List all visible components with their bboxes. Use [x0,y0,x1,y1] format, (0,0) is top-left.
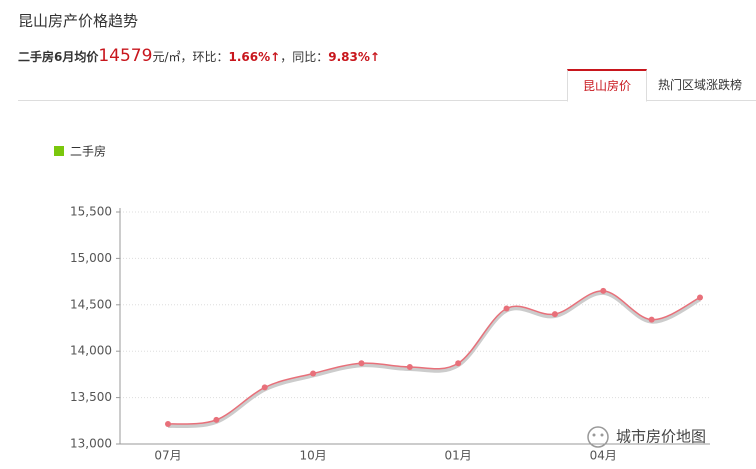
summary-mom-label: ，环比： [180,50,229,64]
point [455,360,462,367]
point [310,370,317,377]
line-shadow [167,290,701,429]
point [406,363,413,370]
y-tick-label: 15,500 [70,205,112,219]
divider [18,100,756,101]
summary-yoy-label: ，同比： [280,50,329,64]
tab[interactable]: 昆山房价 [567,69,647,102]
point [600,287,607,294]
watermark: 城市房价地图 [587,426,706,448]
x-tick-label: 04月 [590,449,617,463]
watermark-text: 城市房价地图 [616,428,706,446]
summary-label: 二手房6月均价 [18,50,99,64]
summary: 二手房6月均价14579元/㎡，环比：1.66%↑，同比：9.83%↑ [18,46,380,66]
line [167,290,701,425]
point [503,305,510,312]
legend-swatch [54,146,64,156]
legend-label[interactable]: 二手房 [70,144,106,159]
summary-mom: 1.66%↑ [228,50,281,64]
x-tick-label: 01月 [445,449,472,463]
y-tick-label: 15,000 [70,251,112,265]
point [261,384,268,391]
summary-price: 14579 [98,46,153,66]
point [358,360,365,367]
summary-yoy: 9.83%↑ [328,50,380,64]
page-title: 昆山房产价格趋势 [18,12,139,30]
y-tick-label: 14,000 [70,344,112,358]
x-tick-label: 07月 [154,449,181,463]
point [551,311,558,318]
point [165,421,171,428]
y-tick-label: 13,500 [70,390,112,404]
y-tick-label: 14,500 [70,297,112,311]
summary-unit: 元/㎡ [152,50,181,64]
x-tick-label: 10月 [299,449,326,463]
y-tick-label: 13,000 [70,437,112,451]
point [213,416,220,423]
tab[interactable]: 热门区域涨跌榜 [657,78,742,92]
point [648,316,655,323]
point [697,294,703,301]
